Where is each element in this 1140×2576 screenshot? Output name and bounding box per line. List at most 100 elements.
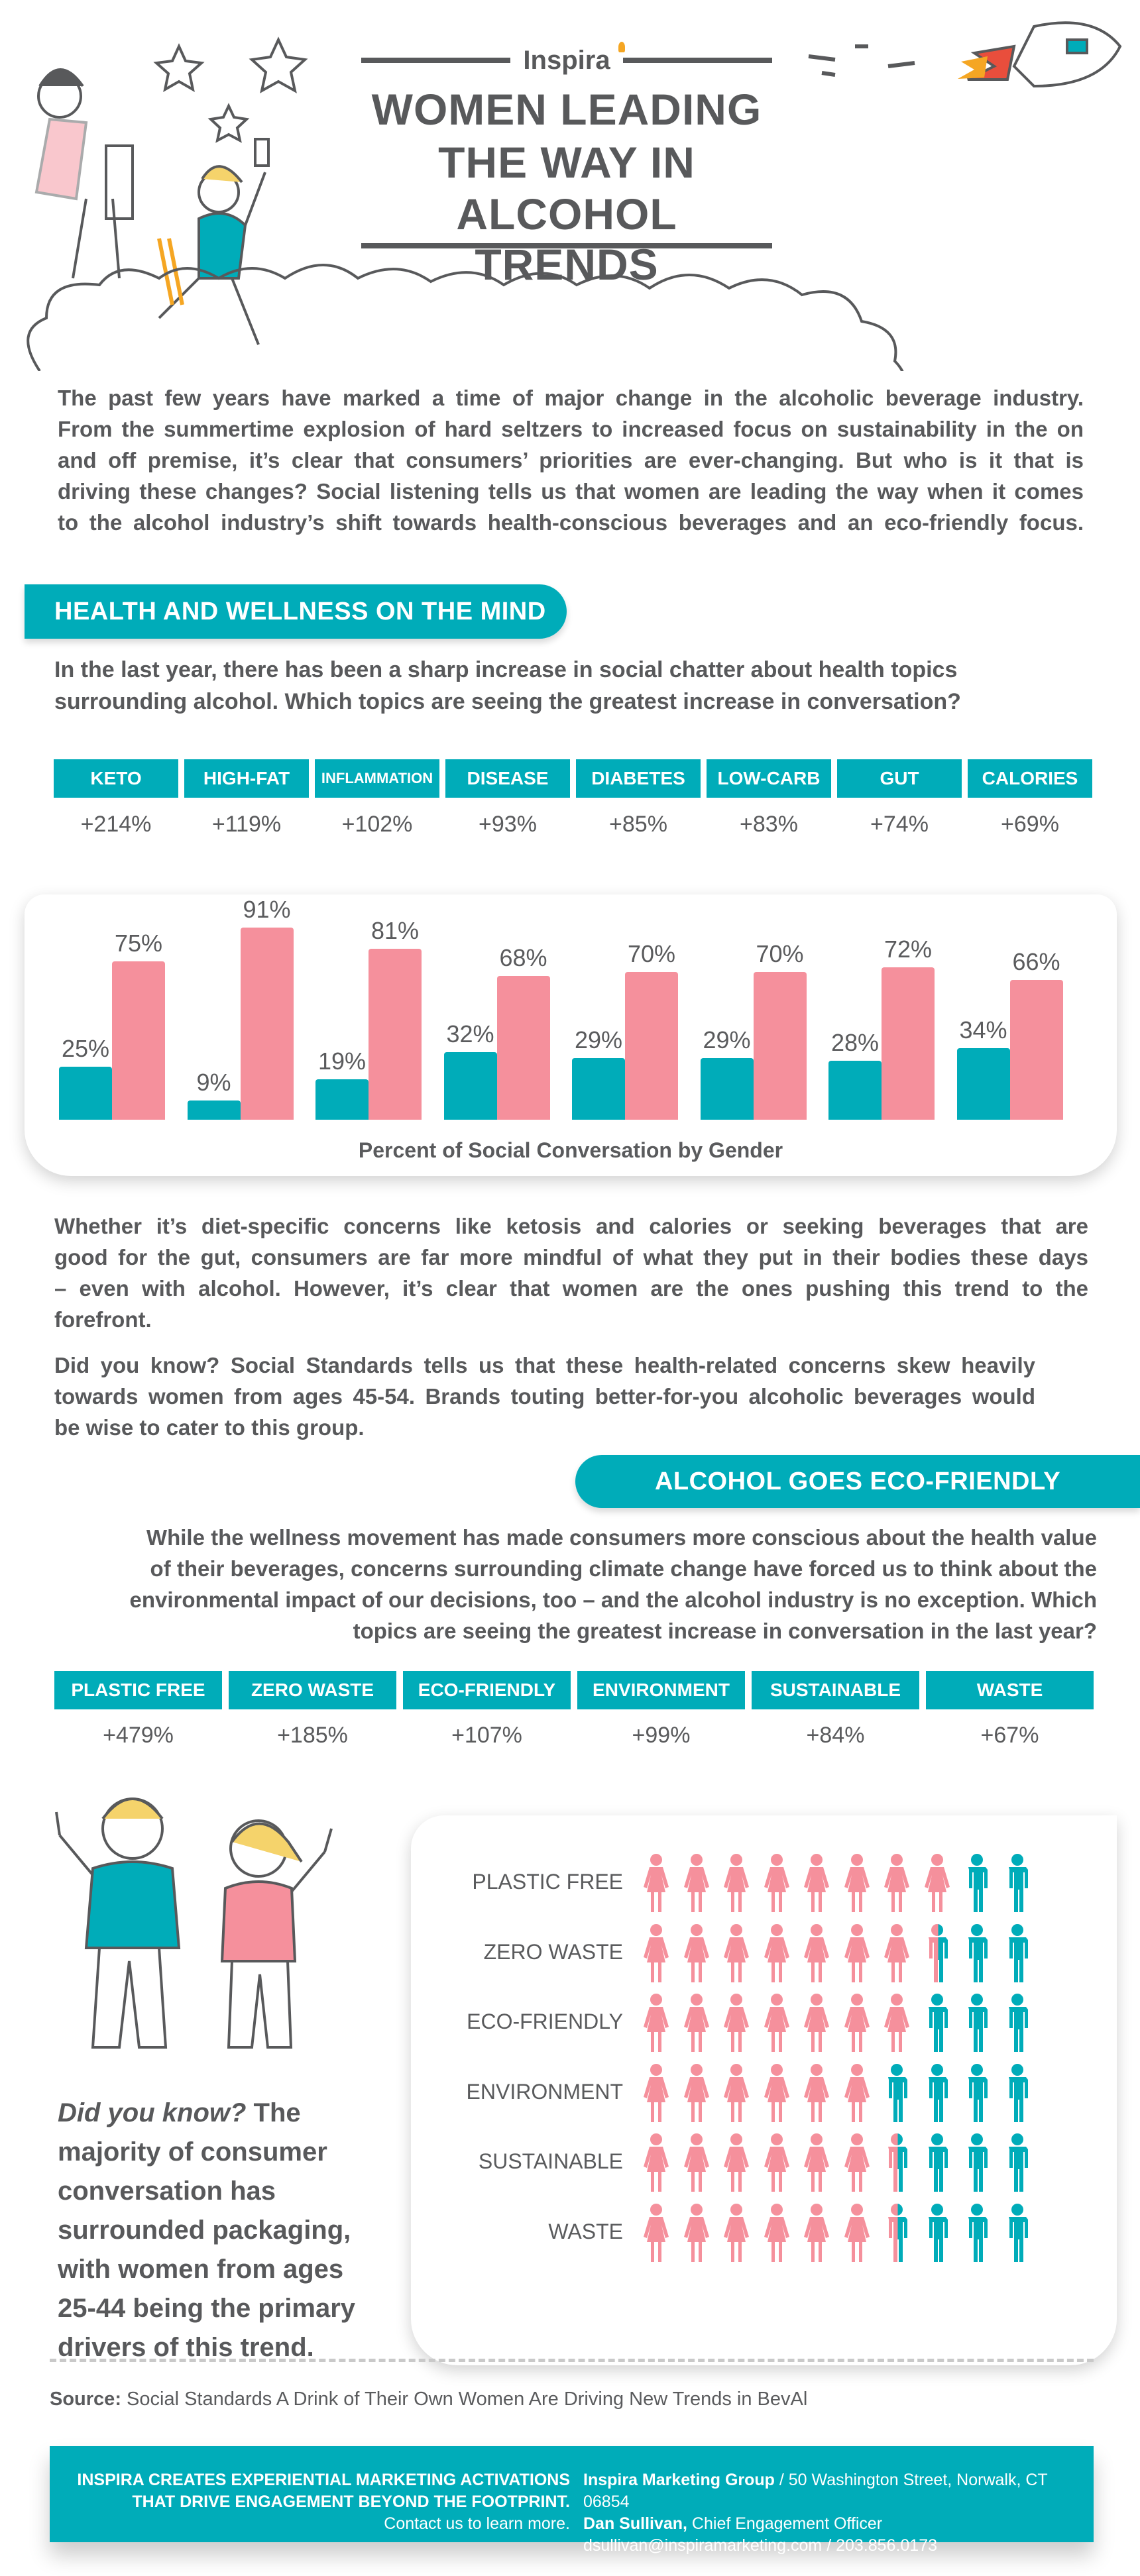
man-icon [968,1854,988,1912]
bar-label-women: 72% [883,936,933,963]
woman-icon [683,1994,709,2052]
woman-icon [644,1854,669,1912]
bar-women [369,948,422,1120]
health-topic-tab: DISEASE [445,759,570,798]
bar-label-men: 25% [61,1035,110,1063]
man-icon [928,2203,948,2262]
contact-title: Chief Engagement Officer [687,2514,883,2533]
half-woman-man-icon [888,2203,907,2262]
contact-cta[interactable]: Contact us to learn more. [384,2514,570,2533]
dyk-line: 25-44 being the primary [58,2294,356,2323]
man-woman-illustration [55,1798,333,2049]
health-question-line: surrounding alcohol. Which topics are se… [54,689,961,714]
woman-icon [644,1923,669,1982]
man-icon [1008,2063,1028,2122]
health-topic-tab: GUT [837,759,962,798]
woman-icon [844,2133,870,2192]
pictogram-row-label: PLASTIC FREE [472,1870,623,1894]
source-note: Source: Social Standards A Drink of Thei… [50,2388,807,2410]
health-para2-line: be wise to cater to this group. [54,1415,365,1440]
man-icon [1008,2133,1028,2192]
intro-line: and off premise, it’s clear that consume… [58,448,1084,472]
man-icon [1008,2203,1028,2262]
health-para1-line: Whether it’s diet-specific concerns like… [54,1214,1088,1238]
health-para1-line: forefront. [54,1307,152,1332]
bar-men [315,1079,369,1120]
man-icon [928,1994,948,2052]
woman-icon [844,1854,870,1912]
woman-icon [804,1994,829,2052]
company-name: Inspira Marketing Group [583,2471,775,2489]
woman-icon [644,1994,669,2052]
eco-topic-increase: +67% [980,1723,1039,1748]
health-topic-increase: +83% [740,812,798,837]
intro-line: The past few years have marked a time of… [58,386,1084,410]
title-line-2: THE WAY IN [438,138,695,187]
bar-women [753,971,807,1120]
health-topic-tab: KETO [54,759,178,798]
bar-women [496,976,550,1120]
health-topic-tab: DIABETES [576,759,701,798]
pictogram-row-label: ZERO WASTE [483,1939,623,1964]
health-topic-tab: INFLAMMATION [315,759,439,798]
eco-topic-tab: ZERO WASTE [229,1671,396,1709]
eco-topic-increase: +84% [806,1723,865,1748]
footer-contact: Inspira Marketing Group / 50 Washington … [583,2469,1094,2557]
woman-icon [804,1854,829,1912]
woman-icon [884,1994,909,2052]
man-icon [928,2063,948,2122]
woman-icon [804,1923,829,1982]
health-para1-line: – even with alcohol. However, it’s clear… [54,1276,1088,1301]
health-para2-line: towards women from ages 45-54. Brands to… [54,1384,1035,1409]
eco-topic-increase: +479% [103,1723,174,1748]
health-topic-tab: LOW-CARB [707,759,831,798]
eco-section-banner: ALCOHOL GOES ECO-FRIENDLY [575,1455,1140,1508]
bar-women [625,971,678,1120]
woman-icon [764,1994,789,2052]
title-bottom-rule [361,243,772,248]
bar-label-women: 66% [1012,948,1060,976]
woman-icon [683,2203,709,2262]
eco-question-line: topics are seeing the greatest increase … [353,1619,1097,1643]
eco-question-line: of their beverages, concerns surrounding… [150,1556,1097,1581]
health-section-banner: HEALTH AND WELLNESS ON THE MIND [25,584,567,639]
contact-email-phone[interactable]: dsullivan@inspiramarketing.com / 203.856… [583,2536,938,2555]
bar-label-men: 34% [959,1016,1007,1044]
woman-icon [884,1854,909,1912]
man-icon [1008,1923,1028,1982]
bar-label-women: 68% [499,944,547,972]
bar-women [1009,980,1063,1120]
woman-icon [644,2133,669,2192]
health-topic-tab: CALORIES [968,759,1092,798]
health-para2-line: Did you know? Social Standards tells us … [54,1353,1035,1377]
woman-icon [844,2203,870,2262]
bar-label-men: 28% [830,1028,880,1056]
bar-label-women: 70% [627,939,676,967]
eco-topic-tab: SUSTAINABLE [752,1671,919,1709]
brand-logo: Inspira [510,46,623,75]
health-topic-increase: +119% [211,812,282,837]
company-address: / 50 Washington Street, Norwalk, CT 0685… [583,2471,1048,2511]
health-question-line: In the last year, there has been a sharp… [54,657,958,682]
health-topic-increase: +85% [609,812,667,837]
man-icon [968,1923,988,1982]
pictogram-row-label: ENVIRONMENT [466,2079,623,2104]
bar-label-men: 9% [196,1069,231,1097]
star-icon [153,36,308,143]
woman-icon [724,1923,749,1982]
health-topic-tab: HIGH-FAT [184,759,309,798]
eco-topic-tab: WASTE [926,1671,1094,1709]
title-line-1: WOMEN LEADING [371,85,762,134]
woman-icon [724,2063,749,2122]
bar-label-women: 75% [114,929,163,957]
dyk-line: with women from ages [58,2255,344,2284]
health-topic-increase: +93% [479,812,537,837]
did-you-know-note: Did you know? The majority of consumer c… [58,2094,389,2367]
bar-men [443,1051,497,1120]
pictogram-row-label: ECO-FRIENDLY [467,2010,623,2033]
woman-icon [844,1923,870,1982]
dyk-line: surrounded packaging, [58,2216,351,2245]
bar-men [700,1058,754,1120]
eco-topic-tab: ENVIRONMENT [577,1671,745,1709]
woman-icon [724,2133,749,2192]
